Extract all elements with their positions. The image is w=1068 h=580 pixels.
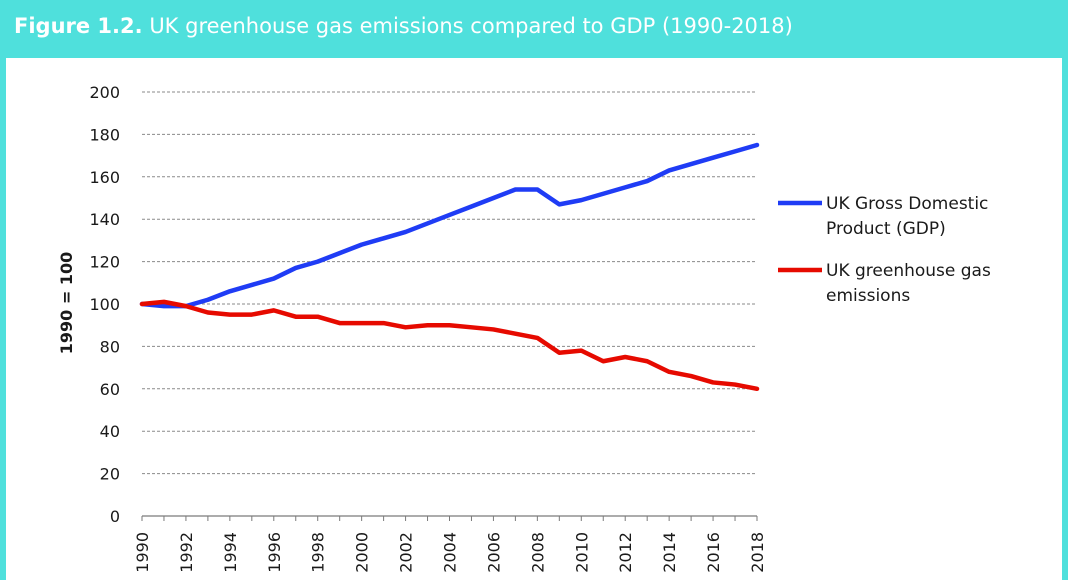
legend-label-emissions: UK greenhouse gas [826,261,991,281]
x-tick-label: 2018 [748,532,767,573]
y-tick-label: 180 [89,125,120,144]
x-tick-label: 2002 [397,532,416,573]
y-tick-label: 120 [89,253,120,272]
x-tick-label: 2010 [572,532,591,573]
x-tick-label: 1990 [133,532,152,573]
emissions-series-line [139,299,760,392]
x-tick-label: 1998 [309,532,328,573]
x-tick-label: 2012 [616,532,635,573]
y-tick-label: 40 [100,422,120,441]
x-tick-label: 1992 [177,532,196,573]
x-tick-label: 1996 [265,532,284,573]
y-tick-label: 200 [89,83,120,102]
x-tick-label: 1994 [221,532,240,573]
x-tick-label: 2016 [704,532,723,573]
y-tick-label: 80 [100,337,120,356]
figure-title: UK greenhouse gas emissions compared to … [149,14,793,38]
legend-label-emissions: emissions [826,286,910,306]
legend-label-gdp: UK Gross Domestic [826,194,988,214]
legend-label-gdp: Product (GDP) [826,219,946,239]
y-tick-label: 140 [89,210,120,229]
y-axis-title: 1990 = 100 [57,252,76,354]
y-tick-label: 100 [89,295,120,314]
x-tick-label: 2014 [660,532,679,573]
x-tick-label: 2004 [441,532,460,573]
x-tick-label: 2006 [484,532,503,573]
gdp-series-line [139,142,760,309]
figure-header: Figure 1.2. UK greenhouse gas emissions … [0,0,1068,58]
y-tick-label: 60 [100,380,120,399]
y-tick-label: 0 [110,507,120,526]
figure-label: Figure 1.2. [14,14,143,38]
x-tick-label: 2000 [353,532,372,573]
y-tick-label: 20 [100,465,120,484]
y-tick-label: 160 [89,168,120,187]
x-tick-label: 2008 [528,532,547,573]
